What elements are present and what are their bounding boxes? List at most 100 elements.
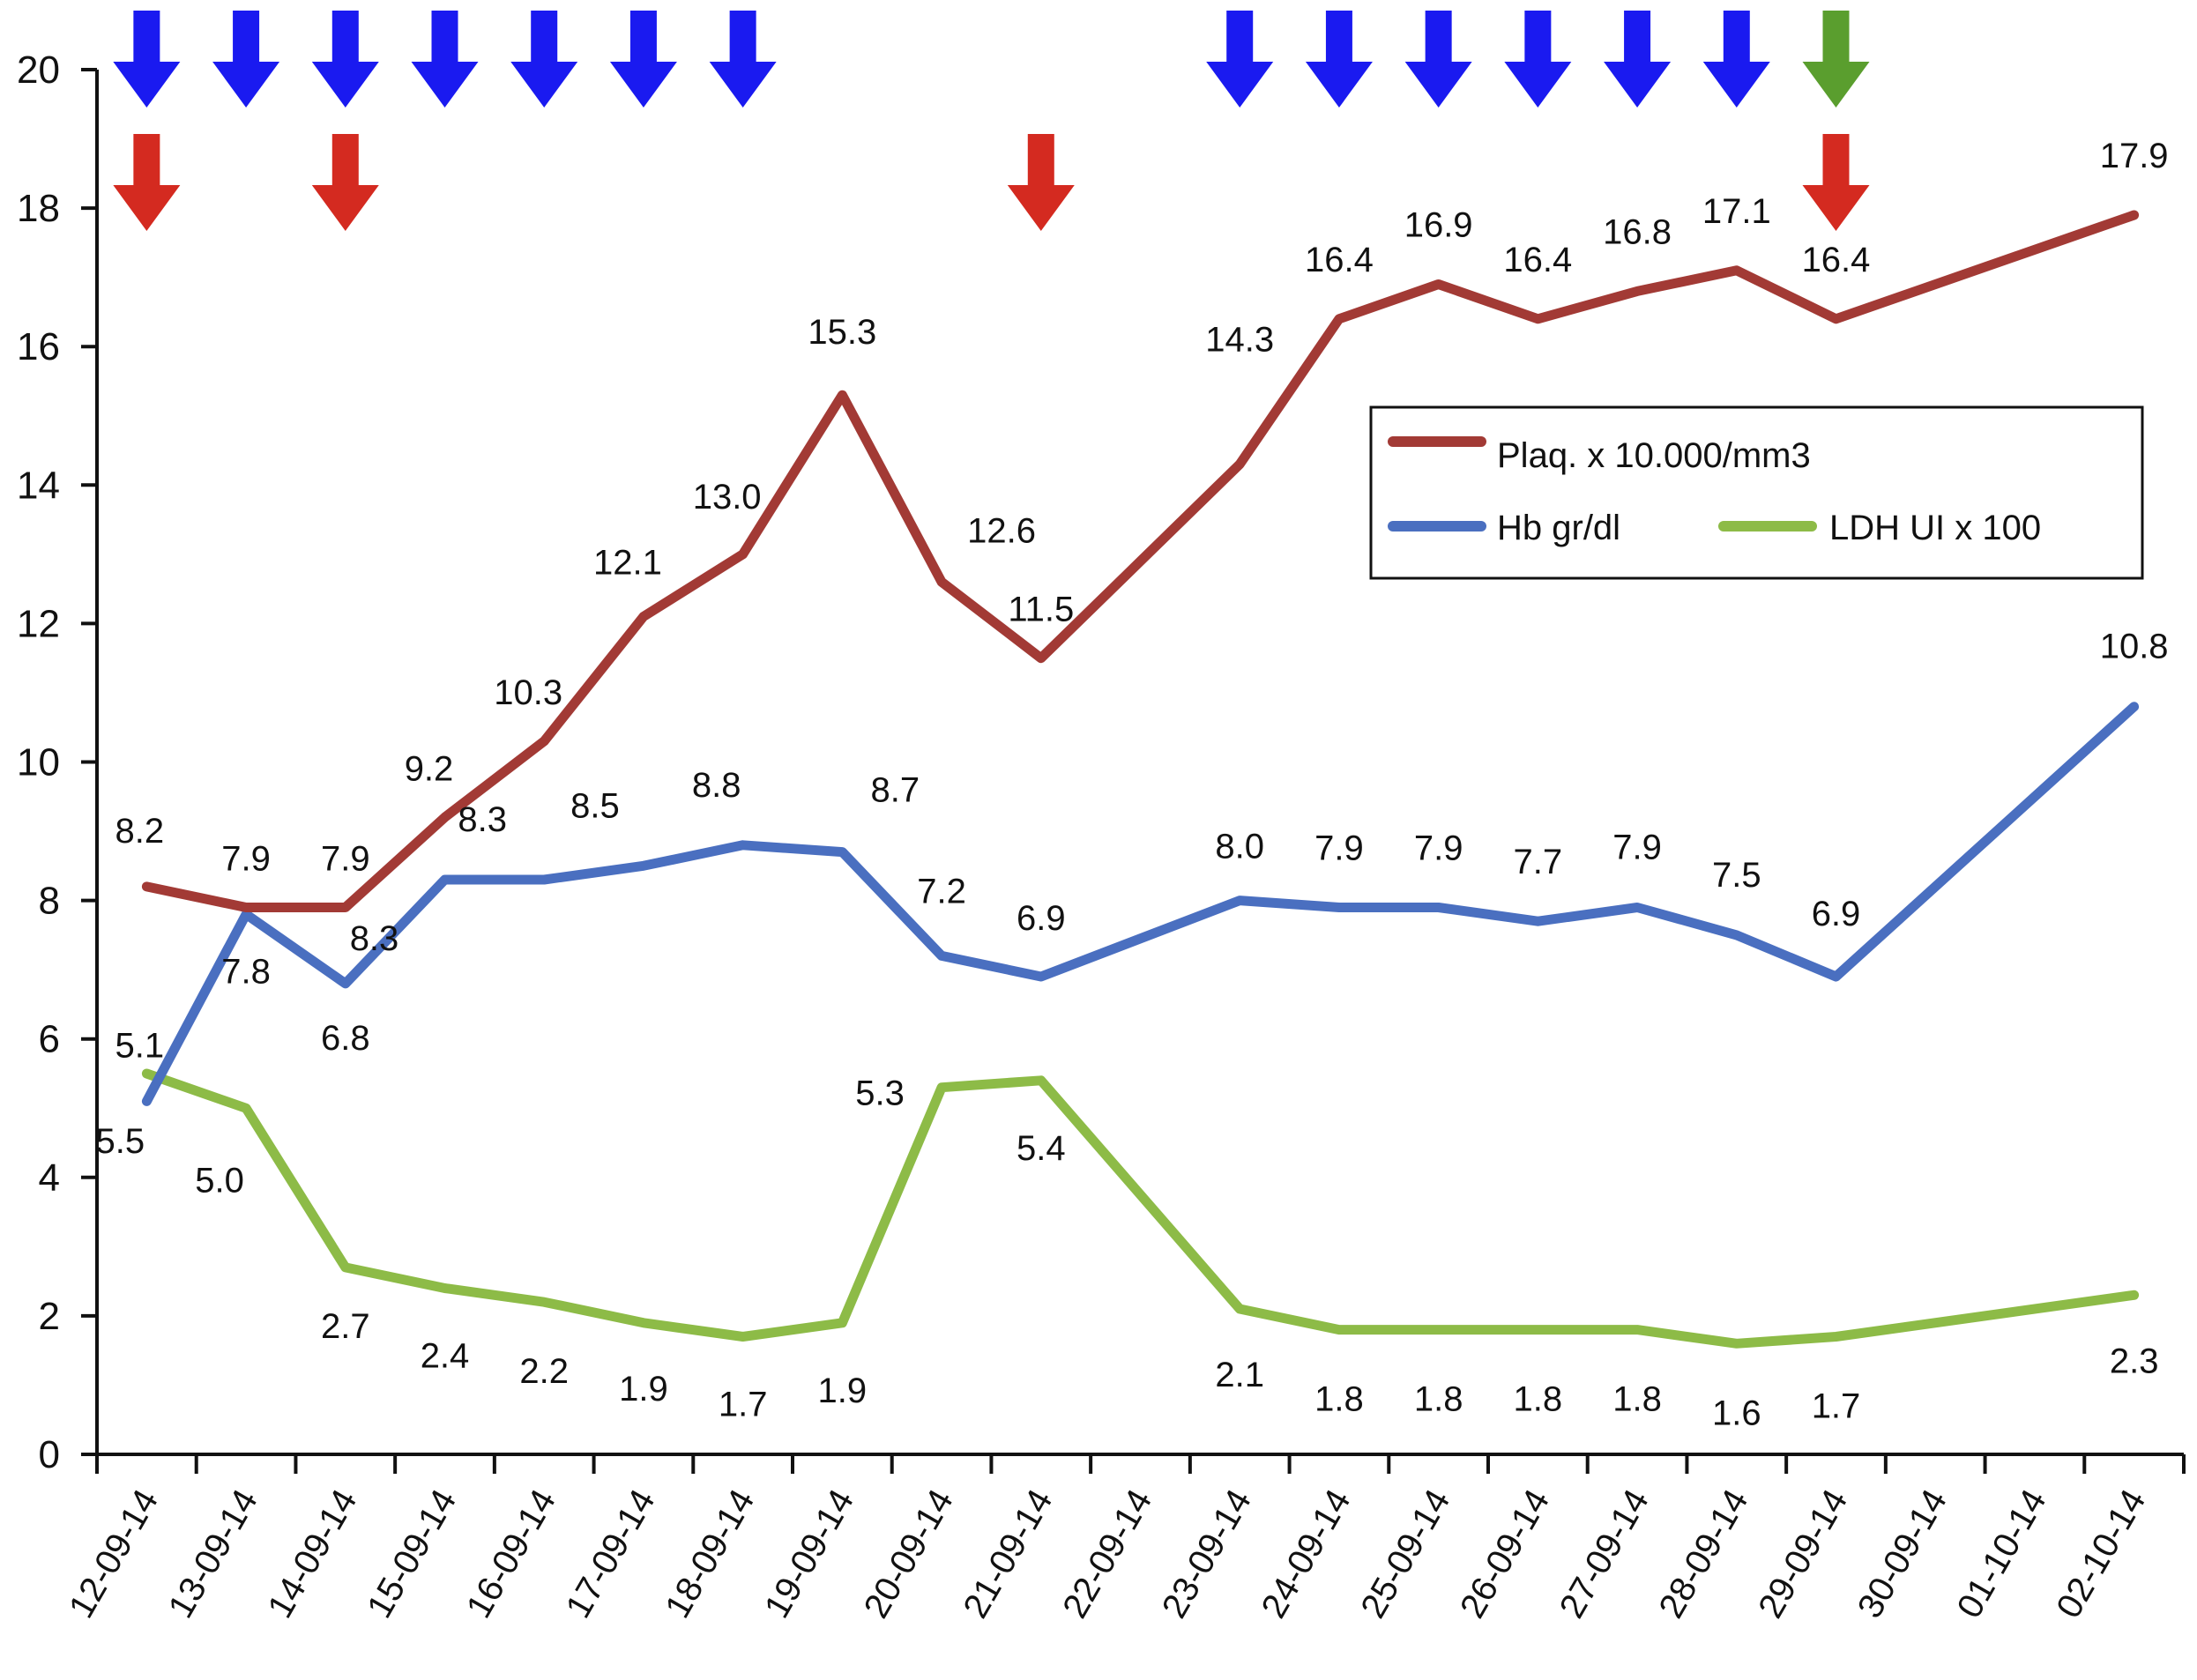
series-lines xyxy=(141,210,2140,1349)
series-line-0 xyxy=(141,210,2140,912)
y-tick-label: 6 xyxy=(39,1018,60,1061)
legend-label-hb: Hb gr/dl xyxy=(1497,509,1620,547)
legend-box xyxy=(1369,405,2144,580)
x-tick-label: 26-09-14 xyxy=(1453,1483,1557,1625)
data-label: 8.0 xyxy=(1215,828,1264,866)
data-label: 14.3 xyxy=(1205,321,1274,360)
dose-arrow-top xyxy=(1305,11,1373,108)
dose-arrow-top xyxy=(1604,11,1672,108)
dose-arrow-top xyxy=(1802,11,1870,108)
x-tick-label: 19-09-14 xyxy=(757,1483,861,1625)
data-label: 5.5 xyxy=(96,1122,145,1161)
x-tick-label: 20-09-14 xyxy=(857,1483,961,1625)
x-tick-label: 21-09-14 xyxy=(956,1483,1060,1625)
dose-arrow-bottom xyxy=(311,134,379,231)
x-axis: 12-09-1413-09-1414-09-1415-09-1416-09-14… xyxy=(62,1453,2186,1625)
x-tick-label: 12-09-14 xyxy=(62,1483,166,1625)
data-label: 10.3 xyxy=(494,673,562,712)
x-tick-label: 25-09-14 xyxy=(1353,1483,1457,1625)
data-label: 17.9 xyxy=(2100,137,2169,175)
data-label: 1.7 xyxy=(719,1385,768,1424)
dose-arrow-bottom xyxy=(1007,134,1075,231)
y-tick-label: 10 xyxy=(17,741,60,784)
data-label: 8.3 xyxy=(350,919,399,958)
data-label: 13.0 xyxy=(693,478,762,517)
x-tick-label: 02-10-14 xyxy=(2049,1483,2153,1625)
dose-arrow-top xyxy=(1404,11,1472,108)
data-label: 8.2 xyxy=(115,812,165,851)
data-label: 7.9 xyxy=(221,839,271,878)
x-tick-label: 14-09-14 xyxy=(260,1483,364,1625)
data-label: 1.8 xyxy=(1314,1380,1364,1419)
data-label: 9.2 xyxy=(405,749,454,788)
x-tick-label: 30-09-14 xyxy=(1851,1483,1955,1625)
data-label: 5.4 xyxy=(1017,1129,1066,1168)
dose-arrow-top xyxy=(1504,11,1572,108)
x-tick-label: 29-09-14 xyxy=(1751,1483,1855,1625)
dose-arrow-bottom xyxy=(113,134,181,231)
data-label: 7.2 xyxy=(917,872,966,911)
y-tick-label: 0 xyxy=(39,1433,60,1476)
data-label: 12.1 xyxy=(593,544,662,583)
data-label: 12.6 xyxy=(967,511,1036,550)
data-label: 2.2 xyxy=(519,1352,569,1391)
data-label: 1.7 xyxy=(1812,1386,1861,1425)
dose-arrow-top xyxy=(609,11,677,108)
series-line-2 xyxy=(141,1068,2140,1349)
data-label: 1.9 xyxy=(818,1372,868,1410)
dose-arrow-top xyxy=(1702,11,1770,108)
dose-arrow-top xyxy=(113,11,181,108)
y-tick-label: 4 xyxy=(39,1156,60,1200)
data-label: 7.8 xyxy=(221,952,271,991)
dose-arrow-top xyxy=(212,11,280,108)
legend-label-plaq: Plaq. x 10.000/mm3 xyxy=(1497,436,1811,475)
data-label: 6.8 xyxy=(321,1019,370,1058)
data-label: 11.5 xyxy=(1008,591,1074,629)
data-label: 6.9 xyxy=(1812,895,1861,933)
data-label: 2.1 xyxy=(1215,1356,1264,1394)
x-tick-label: 16-09-14 xyxy=(459,1483,563,1625)
data-label: 7.9 xyxy=(1314,829,1364,867)
data-label: 7.9 xyxy=(321,839,370,878)
data-label: 16.4 xyxy=(1305,241,1374,279)
data-label: 16.9 xyxy=(1404,206,1473,245)
treatment-markers xyxy=(113,11,1870,231)
legend-label-ldh: LDH UI x 100 xyxy=(1829,509,2041,547)
x-tick-label: 13-09-14 xyxy=(161,1483,265,1625)
data-label: 1.8 xyxy=(1414,1380,1463,1419)
data-labels: 8.2 7.9 7.9 9.2 10.3 12.1 13.0 15.3 12.6 11.5 14.3… xyxy=(96,137,2169,1432)
data-label: 5.3 xyxy=(855,1074,905,1113)
data-label: 2.3 xyxy=(2110,1342,2159,1380)
data-label: 16.4 xyxy=(1802,241,1871,279)
data-label: 7.9 xyxy=(1612,828,1662,866)
y-tick-label: 16 xyxy=(17,325,60,368)
data-label: 1.8 xyxy=(1514,1380,1563,1419)
x-tick-label: 24-09-14 xyxy=(1255,1483,1359,1625)
data-label: 10.8 xyxy=(2100,628,2169,666)
data-label: 7.7 xyxy=(1514,843,1563,881)
dose-arrow-top xyxy=(311,11,379,108)
data-label: 1.6 xyxy=(1712,1394,1761,1432)
data-label: 2.4 xyxy=(421,1336,470,1375)
data-label: 8.3 xyxy=(458,800,507,839)
data-label: 8.7 xyxy=(871,771,920,810)
series-line-1 xyxy=(141,702,2140,1106)
x-tick-label: 18-09-14 xyxy=(658,1483,762,1625)
dose-arrow-top xyxy=(510,11,578,108)
data-label: 7.9 xyxy=(1414,829,1463,867)
data-label: 5.0 xyxy=(195,1161,244,1200)
y-tick-label: 8 xyxy=(39,880,60,923)
data-label: 16.8 xyxy=(1603,212,1672,251)
y-tick-label: 14 xyxy=(17,464,60,507)
y-tick-label: 2 xyxy=(39,1295,60,1338)
x-tick-label: 27-09-14 xyxy=(1553,1483,1657,1625)
x-tick-label: 17-09-14 xyxy=(559,1483,663,1625)
data-label: 1.8 xyxy=(1612,1380,1662,1419)
dose-arrow-top xyxy=(411,11,479,108)
y-tick-label: 20 xyxy=(17,48,60,92)
data-label: 8.8 xyxy=(692,766,741,805)
dose-arrow-top xyxy=(1206,11,1274,108)
y-tick-label: 18 xyxy=(17,187,60,230)
x-tick-label: 15-09-14 xyxy=(360,1483,464,1625)
